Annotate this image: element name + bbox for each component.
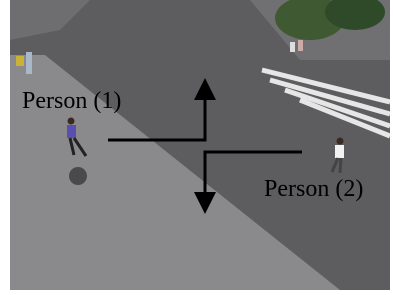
annotated-photo: Person (1) Person (2)	[0, 0, 393, 295]
label-person-1: Person (1)	[22, 88, 121, 114]
label-person-2: Person (2)	[264, 176, 363, 202]
manhole	[69, 167, 87, 185]
photo	[10, 0, 390, 290]
